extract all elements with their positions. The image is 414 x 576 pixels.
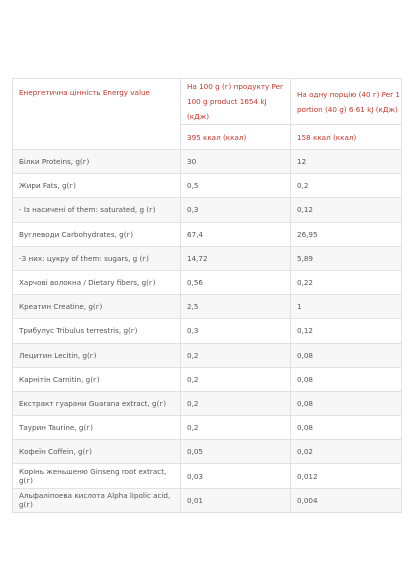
table-cell: 0,2 — [180, 342, 291, 368]
table-cell: 0,03 — [180, 463, 291, 489]
table-cell: 0,08 — [290, 415, 402, 441]
table-cell: Корінь женьшеню Ginseng root extract, g(… — [12, 463, 181, 489]
header-cell: На 100 g (г) продукту Per 100 g product … — [180, 78, 291, 125]
table-cell: 0,3 — [180, 197, 291, 223]
header-cell: На одну порцію (40 г) Per 1 portion (40 … — [290, 78, 402, 125]
table-cell: Жири Fats, g(г) — [12, 173, 181, 199]
table-cell: 0,012 — [290, 463, 402, 489]
table-row: Жири Fats, g(г) 0,5 0,2 — [12, 173, 402, 199]
header-cell: Енергетична цінність Energy value — [12, 78, 181, 150]
table-cell: Карнітін Carnitin, g(г) — [12, 366, 181, 392]
table-row: Кофеїн Coffein, g(г) 0,05 0,02 — [12, 439, 402, 465]
table-cell: 0,05 — [180, 439, 291, 465]
table-cell: 0,2 — [180, 366, 291, 392]
table-cell: 0,08 — [290, 342, 402, 368]
table-cell: Кофеїн Coffein, g(г) — [12, 439, 181, 465]
table-row: Харчові волокна / Dietary fibers, g(г) 0,… — [12, 269, 402, 296]
table-cell: 1 — [290, 294, 402, 320]
table-cell: 0,12 — [290, 197, 402, 223]
table-cell: 0,56 — [180, 269, 291, 296]
table-row: Альфаліпоева кислота Alpha lipolic acid,… — [12, 487, 402, 513]
table-row: Екстракт гуарани Guarana extract, g(г) 0,… — [12, 390, 402, 417]
table-row: Вуглеводи Carbohydrates, g(г) 67,4 26,95 — [12, 221, 402, 247]
table-cell: -З них: цукру of them: sugars, g (г) — [12, 245, 181, 271]
table-cell: Екстракт гуарани Guarana extract, g(г) — [12, 390, 181, 417]
table-cell: Білки Proteins, g(г) — [12, 148, 181, 175]
table-row: Білки Proteins, g(г) 30 12 — [12, 148, 402, 175]
table-cell: - Із насичені of them: saturated, g (г) — [12, 197, 181, 223]
header-cell: 158 ккал (ккал) — [290, 124, 402, 150]
table-cell: Трибулус Tribulus terrestris, g(г) — [12, 318, 181, 344]
table-cell: 26,95 — [290, 221, 402, 247]
table-cell: Креатин Creatine, g(г) — [12, 294, 181, 320]
table-cell: 67,4 — [180, 221, 291, 247]
table-row: Креатин Creatine, g(г) 2,5 1 — [12, 294, 402, 320]
table-row: Карнітін Carnitin, g(г) 0,2 0,08 — [12, 366, 402, 392]
table-cell: 12 — [290, 148, 402, 175]
nutrition-table: Енергетична цінність Energy value На 100… — [12, 78, 402, 513]
table-cell: Таурин Taurine, g(г) — [12, 415, 181, 441]
table-cell: 0,5 — [180, 173, 291, 199]
table-cell: 0,2 — [180, 415, 291, 441]
table-cell: 30 — [180, 148, 291, 175]
table-cell: 2,5 — [180, 294, 291, 320]
table-row: Трибулус Tribulus terrestris, g(г) 0,3 0,1… — [12, 318, 402, 344]
table-cell: 0,08 — [290, 366, 402, 392]
table-cell: 0,2 — [180, 390, 291, 417]
table-cell: Альфаліпоева кислота Alpha lipolic acid,… — [12, 487, 181, 513]
table-cell: Вуглеводи Carbohydrates, g(г) — [12, 221, 181, 247]
table-row: - Із насичені of them: saturated, g (г) 0… — [12, 197, 402, 223]
table-cell: Харчові волокна / Dietary fibers, g(г) — [12, 269, 181, 296]
table-cell: 0,004 — [290, 487, 402, 513]
table-cell: 0,01 — [180, 487, 291, 513]
table-cell: 0,3 — [180, 318, 291, 344]
table-row: Корінь женьшеню Ginseng root extract, g(… — [12, 463, 402, 489]
table-cell: 0,08 — [290, 390, 402, 417]
header-row: Енергетична цінність Energy value На 100… — [12, 78, 402, 150]
table-cell: 0,12 — [290, 318, 402, 344]
table-cell: 5,89 — [290, 245, 402, 271]
table-cell: 0,2 — [290, 173, 402, 199]
header-cell: 395 ккал (ккал) — [180, 124, 291, 150]
table-row: Таурин Taurine, g(г) 0,2 0,08 — [12, 415, 402, 441]
table-cell: 0,02 — [290, 439, 402, 465]
table-cell: Лецитин Lecitin, g(г) — [12, 342, 181, 368]
table-row: Лецитин Lecitin, g(г) 0,2 0,08 — [12, 342, 402, 368]
table-row: -З них: цукру of them: sugars, g (г) 14,7… — [12, 245, 402, 271]
table-cell: 14,72 — [180, 245, 291, 271]
table-cell: 0,22 — [290, 269, 402, 296]
